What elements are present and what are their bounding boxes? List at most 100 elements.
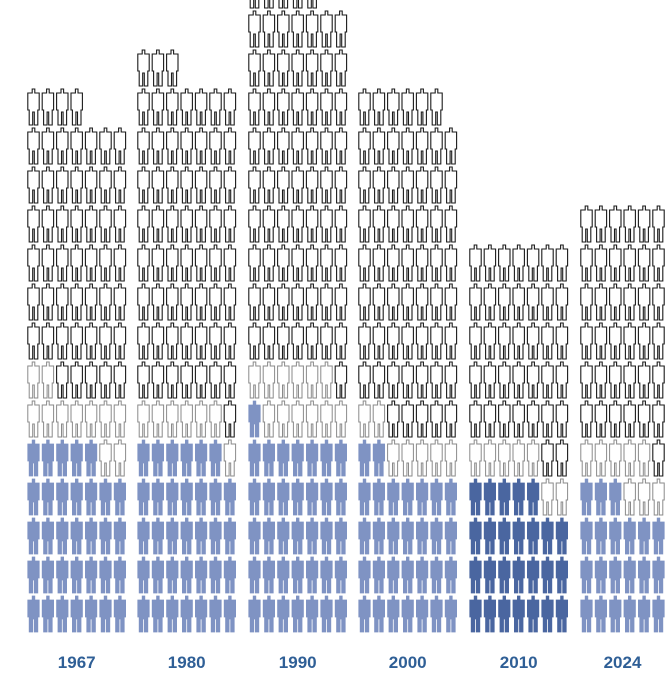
person-icon (387, 478, 400, 516)
person-icon (483, 400, 497, 438)
person-icon (70, 361, 83, 399)
person-icon (27, 283, 40, 321)
person-icon (623, 439, 636, 477)
person-icon (334, 205, 348, 243)
person-icon (387, 439, 400, 477)
person-icon (56, 205, 69, 243)
person-icon (291, 49, 304, 87)
person-icon (498, 517, 511, 555)
person-icon (151, 322, 165, 360)
person-icon (609, 439, 622, 477)
person-icon (180, 439, 193, 477)
person-icon (594, 361, 608, 399)
person-icon (415, 361, 429, 399)
person-icon (387, 517, 400, 555)
person-icon (320, 166, 333, 204)
person-icon (262, 244, 276, 282)
person-icon (248, 478, 261, 516)
person-icon (277, 595, 290, 633)
person-icon (223, 244, 237, 282)
person-icon (249, 0, 260, 9)
person-icon (262, 127, 276, 165)
person-icon (444, 595, 457, 633)
person-icon (334, 556, 347, 594)
person-icon (483, 439, 497, 477)
person-icon (41, 556, 55, 594)
person-icon (512, 322, 525, 360)
person-icon (401, 127, 414, 165)
person-icon (541, 595, 554, 633)
person-icon (305, 49, 319, 87)
chart-year-labels: 1967 1980 1990 2000 2010 2024 (58, 653, 642, 672)
person-icon (209, 88, 222, 126)
person-icon (248, 400, 261, 438)
person-icon (469, 556, 482, 594)
person-icon (609, 517, 622, 555)
person-icon (264, 0, 274, 9)
person-icon (541, 322, 554, 360)
person-icon (209, 556, 222, 594)
person-icon (387, 400, 400, 438)
person-icon (56, 166, 69, 204)
person-icon (306, 595, 319, 633)
person-icon (469, 244, 482, 282)
person-icon (99, 166, 112, 204)
person-icon (483, 322, 497, 360)
person-icon (113, 595, 127, 633)
person-icon (387, 322, 400, 360)
person-icon (580, 556, 593, 594)
person-icon (512, 556, 525, 594)
person-icon (580, 595, 593, 633)
person-icon (248, 88, 261, 126)
person-icon (209, 439, 222, 477)
person-icon (512, 478, 525, 516)
person-icon (306, 478, 319, 516)
person-icon (99, 205, 112, 243)
person-icon (180, 517, 193, 555)
person-icon (137, 439, 150, 477)
person-icon (444, 439, 458, 477)
person-icon (372, 400, 386, 438)
person-icon (358, 127, 371, 165)
person-icon (469, 322, 482, 360)
person-icon (41, 283, 55, 321)
x-tick-label: 1967 (58, 653, 96, 672)
person-icon (320, 595, 333, 633)
person-icon (113, 439, 127, 477)
person-icon (320, 517, 333, 555)
person-icon (637, 205, 651, 243)
person-icon (415, 244, 429, 282)
person-icon (430, 283, 443, 321)
person-icon (637, 595, 651, 633)
person-icon (99, 244, 112, 282)
person-icon (113, 244, 127, 282)
person-icon (358, 439, 371, 477)
person-icon (84, 127, 98, 165)
person-icon (248, 439, 261, 477)
person-icon (195, 439, 208, 477)
person-icon (277, 244, 290, 282)
person-icon (194, 322, 208, 360)
person-icon (277, 166, 290, 204)
person-icon (41, 439, 55, 477)
person-icon (291, 517, 304, 555)
person-icon (70, 556, 83, 594)
person-icon (151, 166, 165, 204)
person-icon (248, 556, 261, 594)
person-icon (137, 49, 150, 87)
person-icon (277, 439, 290, 477)
person-icon (151, 244, 165, 282)
person-icon (637, 283, 651, 321)
person-icon (609, 556, 622, 594)
person-icon (194, 283, 208, 321)
person-icon (41, 478, 55, 516)
person-icon (444, 400, 458, 438)
person-icon (180, 361, 193, 399)
person-icon (416, 517, 429, 555)
person-icon (555, 478, 569, 516)
person-icon (430, 166, 443, 204)
person-icon (166, 127, 179, 165)
person-icon (99, 595, 112, 633)
person-icon (137, 88, 150, 126)
person-icon (594, 595, 608, 633)
